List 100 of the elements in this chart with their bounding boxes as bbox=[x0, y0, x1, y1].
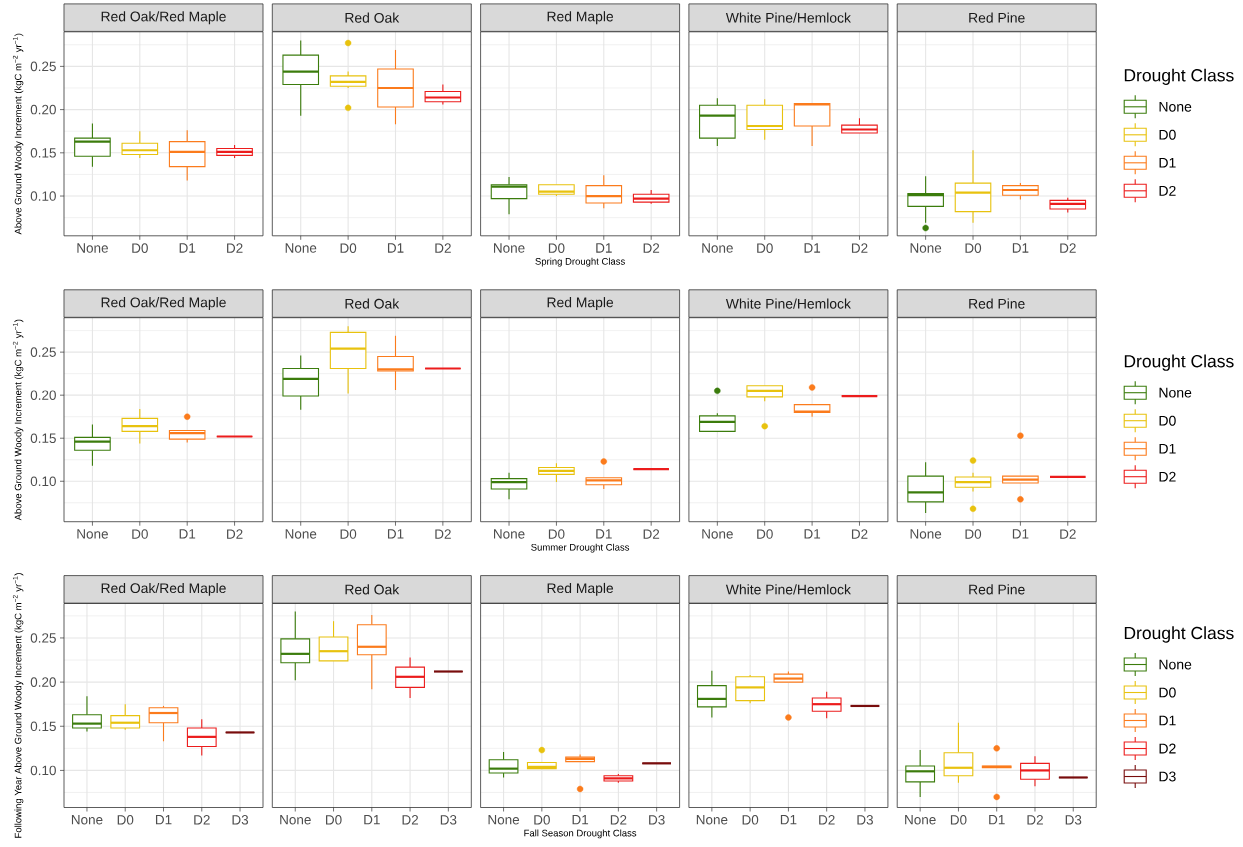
x-tick-label: None bbox=[285, 529, 317, 539]
x-tick-label: D0 bbox=[950, 815, 967, 825]
x-tick-label: D2 bbox=[643, 529, 660, 539]
y-tick-label: 0.15 bbox=[30, 721, 56, 732]
x-tick-label: D2 bbox=[227, 529, 243, 539]
x-tick-label: D1 bbox=[804, 529, 821, 539]
y-axis-title: Following Year Above Ground Woody Increment (kgC m$^{−2}$ yr$^{−1}$) bbox=[12, 573, 24, 838]
y-tick-label: 0.10 bbox=[30, 765, 56, 776]
x-tick-label: D1 bbox=[387, 243, 404, 253]
x-tick-label: D1 bbox=[596, 243, 612, 253]
y-tick-label: 0.20 bbox=[30, 390, 56, 400]
y-tick-label: 0.20 bbox=[30, 677, 56, 687]
x-tick-label: D2 bbox=[435, 529, 451, 539]
legend-label: D0 bbox=[1159, 415, 1176, 426]
x-axis-title: Summer Drought Class bbox=[531, 543, 630, 553]
x-tick-label: None bbox=[71, 815, 103, 825]
y-axis-title: Above Ground Woody Increment (kgC m$^{−2}$ yr$^{−1}$) bbox=[12, 33, 24, 235]
x-tick-label: D3 bbox=[649, 815, 665, 825]
x-tick-label: None bbox=[280, 815, 311, 825]
y-tick-label: 0.15 bbox=[30, 148, 56, 158]
legend-label: None bbox=[1159, 101, 1192, 112]
legend-label: D0 bbox=[1159, 687, 1176, 698]
x-tick-label: D1 bbox=[780, 815, 797, 825]
x-tick-label: None bbox=[910, 243, 942, 253]
x-tick-label: D2 bbox=[1027, 815, 1043, 825]
x-tick-label: D2 bbox=[610, 815, 627, 825]
chart-title: Red Oak/Red Maple bbox=[101, 297, 226, 311]
x-tick-label: D0 bbox=[117, 815, 134, 825]
legend-label: D1 bbox=[1159, 443, 1176, 454]
x-tick-label: D1 bbox=[179, 243, 196, 253]
chart-title: Red Pine bbox=[969, 298, 1025, 309]
chart-title: White Pine/Hemlock bbox=[725, 12, 851, 23]
x-tick-label: D2 bbox=[851, 243, 868, 253]
chart-title: White Pine/Hemlock bbox=[725, 298, 851, 309]
x-tick-label: None bbox=[702, 529, 733, 539]
chart-title: Red Oak bbox=[345, 298, 400, 309]
x-tick-label: D2 bbox=[194, 815, 210, 825]
legend-title: Drought Class bbox=[1124, 626, 1234, 643]
x-tick-label: D1 bbox=[572, 815, 589, 825]
x-tick-label: D0 bbox=[340, 243, 357, 253]
x-tick-label: None bbox=[285, 243, 317, 253]
x-tick-label: D0 bbox=[326, 815, 342, 825]
x-tick-label: D2 bbox=[643, 243, 660, 253]
legend-title: Drought Class bbox=[1124, 68, 1234, 85]
x-tick-label: D0 bbox=[548, 529, 565, 539]
x-tick-label: D2 bbox=[402, 815, 419, 825]
chart-title: Red Oak bbox=[345, 12, 400, 23]
y-tick-label: 0.25 bbox=[30, 347, 56, 357]
legend-label: D1 bbox=[1159, 157, 1176, 168]
legend-label: D2 bbox=[1159, 471, 1176, 482]
chart-title: Red Oak/Red Maple bbox=[101, 11, 226, 25]
legend-label: D2 bbox=[1159, 743, 1176, 754]
x-tick-label: D1 bbox=[989, 815, 1005, 825]
y-tick-label: 0.15 bbox=[30, 433, 56, 443]
x-tick-label: None bbox=[77, 243, 108, 253]
legend-label: None bbox=[1159, 387, 1192, 398]
legend-title: Drought Class bbox=[1124, 354, 1234, 371]
chart-title: Red Pine bbox=[969, 12, 1025, 23]
legend-label: D3 bbox=[1159, 771, 1176, 782]
x-tick-label: D1 bbox=[387, 529, 404, 539]
chart-title: Red Pine bbox=[969, 584, 1025, 595]
x-tick-label: D2 bbox=[1060, 529, 1076, 539]
x-tick-label: None bbox=[77, 529, 108, 539]
x-tick-label: D2 bbox=[227, 243, 243, 253]
x-tick-label: D1 bbox=[1012, 243, 1029, 253]
x-tick-label: D2 bbox=[1060, 243, 1076, 253]
legend-label: D0 bbox=[1159, 129, 1176, 140]
x-tick-label: D1 bbox=[364, 815, 380, 825]
x-tick-label: D0 bbox=[132, 243, 148, 253]
x-tick-label: D3 bbox=[440, 815, 457, 825]
x-tick-label: None bbox=[488, 815, 520, 825]
x-axis-title: Spring Drought Class bbox=[535, 257, 625, 267]
chart-title: Red Oak bbox=[345, 584, 400, 595]
chart-title: Red Maple bbox=[547, 297, 614, 311]
x-tick-label: D0 bbox=[340, 529, 357, 539]
x-tick-label: D1 bbox=[804, 243, 821, 253]
x-tick-label: D3 bbox=[857, 815, 873, 825]
y-axis-title: Above Ground Woody Increment (kgC m$^{−2}$ yr$^{−1}$) bbox=[12, 319, 24, 521]
x-tick-label: None bbox=[494, 243, 525, 253]
x-tick-label: D1 bbox=[179, 529, 196, 539]
x-tick-label: D1 bbox=[596, 529, 612, 539]
y-tick-label: 0.25 bbox=[30, 633, 56, 643]
legend-label: D1 bbox=[1159, 715, 1176, 726]
x-tick-label: D2 bbox=[435, 243, 451, 253]
x-tick-label: D0 bbox=[742, 815, 759, 825]
x-tick-label: None bbox=[702, 243, 733, 253]
x-tick-label: None bbox=[494, 529, 525, 539]
y-tick-label: 0.20 bbox=[30, 104, 56, 115]
y-tick-label: 0.25 bbox=[30, 61, 56, 72]
x-tick-label: D0 bbox=[132, 529, 148, 539]
x-tick-label: D0 bbox=[534, 815, 550, 825]
x-tick-label: D0 bbox=[548, 243, 565, 253]
x-tick-label: D0 bbox=[965, 243, 982, 253]
x-tick-label: None bbox=[910, 529, 942, 539]
x-axis-title: Fall Season Drought Class bbox=[524, 829, 637, 839]
x-tick-label: D2 bbox=[851, 529, 868, 539]
x-tick-label: D2 bbox=[819, 815, 835, 825]
chart-title: White Pine/Hemlock bbox=[725, 584, 851, 595]
x-tick-label: None bbox=[696, 815, 728, 825]
x-tick-label: D1 bbox=[1012, 529, 1029, 539]
